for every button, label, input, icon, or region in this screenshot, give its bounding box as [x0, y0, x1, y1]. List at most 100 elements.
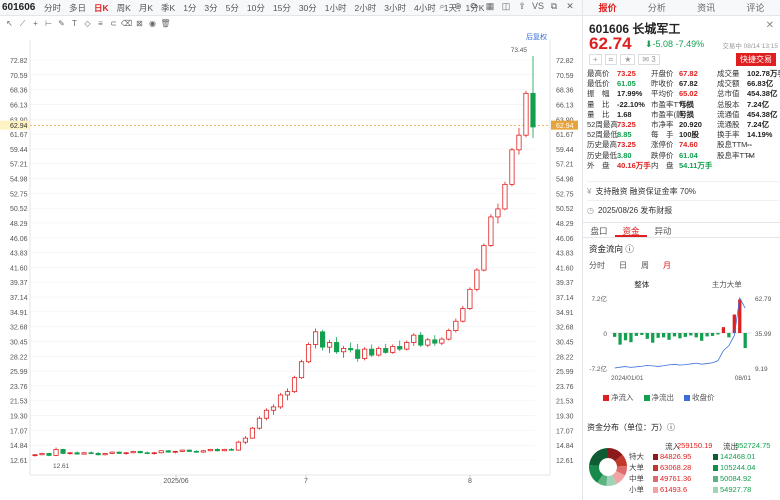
cross-icon[interactable]: +: [33, 19, 38, 28]
period-tab[interactable]: 分时: [44, 3, 62, 13]
quote-row: 历史最低 3.80 跌停价 61.04 股息率TTM --: [587, 151, 779, 161]
search-icon[interactable]: ⌕: [439, 1, 445, 11]
quote-value: -22.10%: [617, 99, 645, 109]
note-item[interactable]: ¥ 支持融资 融资保证金率 70%: [587, 181, 779, 200]
y-tick-right: 21.53: [556, 399, 574, 406]
candle-body: [460, 308, 466, 322]
period-tab[interactable]: 3分: [204, 3, 218, 13]
trade-time: 交易中 08/14 13:15: [722, 43, 778, 50]
eraser-icon[interactable]: ⌫: [120, 19, 133, 28]
dist-in-total: 259150.19: [677, 441, 713, 450]
flow-bar: [732, 314, 736, 333]
period-tab[interactable]: 3小时: [384, 3, 406, 13]
fund-tab[interactable]: 异动: [654, 226, 672, 236]
trash-icon[interactable]: 🗑: [160, 19, 171, 28]
fast-trade-button[interactable]: 快捷交易: [736, 53, 776, 66]
cursor-icon[interactable]: ↖: [6, 19, 13, 28]
period-tab[interactable]: 2小时: [354, 3, 377, 13]
flow-axis-label: 2024/01/01: [611, 375, 644, 382]
candle-body: [74, 452, 80, 455]
right-tab[interactable]: 分析: [647, 3, 666, 13]
quote-value: 74.60: [679, 140, 698, 150]
legend-label: 收盘价: [692, 393, 715, 402]
quote-row: 量 比 -22.10% 市盈率TTM 亏损 总股本 7.24亿: [587, 100, 779, 110]
shape-icon[interactable]: ◇: [84, 19, 91, 28]
candle-body: [88, 452, 94, 454]
flow-price-line: [614, 296, 746, 369]
note-item[interactable]: ◷ 2025/08/26 发布财报: [587, 200, 779, 219]
period-tab[interactable]: 日K: [94, 3, 109, 13]
share-icon[interactable]: ⇪: [518, 1, 526, 11]
flow-period-tab[interactable]: 周: [641, 261, 649, 270]
current-price-left: 62.94: [10, 123, 28, 130]
candle-body: [334, 342, 340, 353]
right-tab[interactable]: 报价: [598, 3, 617, 13]
fund-tabs: 盘口 资金 异动: [583, 222, 780, 238]
flow-header-tab[interactable]: 整体: [634, 280, 650, 289]
period-tab[interactable]: 多日: [69, 3, 87, 13]
panel-close-icon[interactable]: ✕: [765, 20, 774, 31]
period-tab[interactable]: 15分: [272, 3, 291, 13]
dist-label: 特大: [629, 452, 644, 461]
quote-label: 52周最低: [587, 130, 618, 140]
text-tool-icon[interactable]: T: [72, 19, 77, 28]
panel-tool-button[interactable]: +: [589, 54, 602, 65]
close-icon[interactable]: ✕: [566, 1, 574, 11]
candle-body: [200, 450, 206, 453]
flow-period-tab[interactable]: 月: [663, 261, 671, 270]
magnet-icon[interactable]: ⊂: [110, 19, 117, 28]
y-tick-right: 28.22: [556, 354, 574, 361]
y-tick-right: 41.60: [556, 265, 574, 272]
panel-tool-button[interactable]: ★: [620, 54, 636, 65]
fib-icon[interactable]: ≡: [98, 19, 103, 28]
period-tab[interactable]: 4小时: [414, 3, 436, 13]
flow-bar: [694, 333, 698, 338]
quote-value: 亏损: [679, 99, 694, 109]
period-tab[interactable]: 10分: [246, 3, 265, 13]
period-tab[interactable]: 5分: [225, 3, 239, 13]
right-tab[interactable]: 资讯: [697, 3, 716, 13]
donut-slice: [606, 474, 617, 486]
grid-icon[interactable]: ▦: [485, 1, 495, 11]
panel-tool-button[interactable]: ⌗: [604, 54, 618, 65]
period-tab[interactable]: 周K: [116, 3, 131, 13]
lock-icon[interactable]: ⊠: [136, 19, 143, 28]
restore-icon[interactable]: ⧉: [550, 1, 558, 11]
fund-tab[interactable]: 资金: [615, 223, 647, 237]
flow-bar: [716, 333, 720, 335]
flow-header-tab[interactable]: 主力大单: [711, 280, 742, 289]
stock-name: 长城军工: [632, 22, 681, 36]
dist-out-swatch: [713, 465, 718, 472]
right-tab[interactable]: 评论: [746, 3, 765, 13]
dist-out-swatch: [713, 476, 718, 483]
camera-icon[interactable]: ◫: [501, 1, 511, 11]
vs-icon[interactable]: VS: [531, 1, 544, 11]
period-tab[interactable]: 月K: [138, 3, 154, 13]
period-tab[interactable]: 1小时: [324, 3, 347, 13]
line-tool-icon[interactable]: ⟋: [19, 18, 26, 28]
fund-tab[interactable]: 盘口: [590, 226, 608, 236]
candlestick-chart[interactable]: 72.82 72.82 70.59 70.59 68.36 68.36 66.13 66.13…: [0, 30, 578, 500]
adjust-label[interactable]: 后复权: [526, 32, 547, 41]
pen-icon[interactable]: ✎: [58, 19, 65, 28]
candle-body: [109, 451, 115, 454]
period-tab[interactable]: 30分: [298, 3, 317, 13]
period-tab[interactable]: 季K: [161, 3, 176, 13]
y-tick-right: 61.67: [556, 132, 574, 139]
candle-body: [390, 346, 396, 353]
plus-icon[interactable]: ⊕: [454, 1, 462, 11]
candle-body: [60, 449, 66, 454]
flow-axis-label: 08/01: [735, 375, 752, 382]
refresh-icon[interactable]: ⟳: [470, 1, 478, 11]
flow-period-tabs: 分时 日 周 月: [589, 260, 671, 271]
quote-value: 8.85: [617, 130, 632, 140]
flow-period-tab[interactable]: 分时: [589, 261, 605, 270]
panel-tool-button[interactable]: ✉ 3: [638, 54, 660, 65]
ruler-icon[interactable]: ⊢: [45, 19, 52, 28]
period-tab[interactable]: 1天：1分K: [443, 3, 485, 13]
period-tab[interactable]: 1分: [183, 3, 197, 13]
eye-icon[interactable]: ◉: [149, 19, 156, 28]
quote-row: 最低价 61.05 昨收价 67.82 成交额 66.83亿: [587, 79, 779, 89]
y-tick-left: 61.67: [10, 132, 28, 139]
flow-period-tab[interactable]: 日: [619, 261, 627, 270]
